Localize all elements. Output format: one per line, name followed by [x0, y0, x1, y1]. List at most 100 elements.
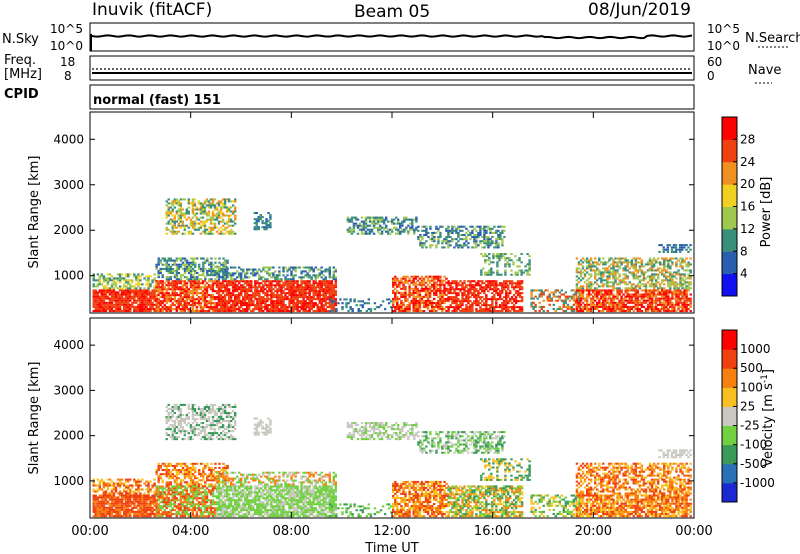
power-cell — [290, 302, 293, 305]
power-cell — [294, 266, 297, 269]
power-cell — [596, 261, 599, 264]
power-cell — [638, 287, 642, 290]
power-cell — [453, 300, 456, 303]
power-cell — [234, 286, 237, 289]
power-cell — [632, 271, 636, 274]
power-cell — [264, 306, 267, 309]
power-cell — [503, 225, 506, 228]
power-cell — [428, 304, 432, 307]
power-cell — [425, 234, 428, 237]
power-cell — [110, 279, 114, 282]
power-cell — [382, 226, 386, 229]
power-cell — [143, 291, 146, 294]
power-cell — [495, 244, 498, 247]
power-cell — [449, 244, 452, 247]
power-cell — [681, 308, 684, 311]
power-cell — [194, 265, 197, 268]
power-cell — [428, 299, 432, 302]
power-cell — [485, 284, 488, 287]
power-cell — [614, 261, 617, 264]
power-cell — [229, 272, 233, 275]
power-cell — [302, 282, 305, 285]
power-cell — [624, 277, 627, 280]
power-cell — [229, 276, 233, 279]
power-cell — [252, 274, 255, 277]
power-cell — [94, 295, 97, 298]
power-cell — [628, 261, 631, 264]
power-cell — [483, 304, 486, 307]
power-cell — [396, 297, 399, 300]
power-cell — [471, 225, 474, 228]
power-cell — [145, 301, 148, 304]
power-cell — [267, 212, 270, 215]
power-cell — [516, 273, 519, 276]
power-cell — [306, 286, 309, 289]
power-cell — [157, 298, 160, 301]
power-cell — [133, 293, 136, 296]
power-cell — [589, 301, 593, 304]
power-cell — [505, 284, 508, 287]
power-cell — [447, 231, 450, 234]
power-cell — [173, 259, 177, 262]
power-cell — [163, 298, 166, 301]
power-cell — [191, 306, 195, 309]
power-cell — [481, 240, 484, 243]
power-cell — [606, 285, 609, 288]
power-cell — [177, 204, 181, 207]
power-cell — [334, 270, 338, 273]
power-cell — [581, 277, 585, 280]
power-cell — [187, 280, 191, 283]
power-cell — [193, 220, 197, 223]
power-cell — [447, 236, 450, 239]
power-cell — [292, 278, 295, 281]
power-cell — [610, 305, 613, 308]
power-cell — [240, 310, 243, 313]
power-cell — [600, 289, 603, 292]
power-cell — [207, 300, 211, 303]
power-cell — [435, 227, 438, 230]
power-cell — [256, 290, 259, 293]
power-cell — [431, 234, 434, 237]
power-cell — [209, 220, 213, 223]
power-cell — [467, 298, 470, 301]
power-cell — [201, 306, 205, 309]
power-cell — [286, 278, 289, 281]
power-cell — [153, 310, 156, 313]
power-cell — [206, 272, 209, 275]
power-cell — [382, 222, 386, 225]
power-cell — [564, 291, 568, 294]
power-cell — [455, 229, 458, 232]
power-cell — [100, 293, 104, 296]
power-cell — [131, 291, 134, 294]
power-cell — [487, 304, 490, 307]
power-cell — [227, 294, 231, 297]
power-cell — [189, 304, 193, 307]
power-cell — [483, 282, 486, 285]
power-cell — [667, 283, 670, 286]
power-cell — [187, 290, 191, 293]
power-cell — [219, 206, 223, 209]
power-cell — [602, 289, 605, 292]
power-cell — [540, 305, 543, 308]
power-cell — [606, 279, 609, 282]
power-cell — [392, 283, 395, 286]
power-cell — [183, 306, 187, 309]
power-cell — [589, 275, 593, 278]
power-cell — [223, 198, 227, 201]
power-cell — [120, 295, 124, 298]
power-cell — [244, 272, 247, 275]
power-cell — [204, 261, 207, 264]
power-cell — [483, 310, 486, 313]
power-cell — [648, 303, 652, 306]
power-cell — [673, 308, 676, 311]
power-cell — [217, 222, 221, 225]
power-cell — [491, 280, 494, 283]
power-cell — [644, 291, 648, 294]
power-cell — [374, 222, 378, 225]
power-cell — [636, 285, 640, 288]
power-cell — [151, 281, 154, 284]
power-cell — [169, 300, 172, 303]
power-cell — [508, 263, 511, 266]
power-cell — [467, 284, 470, 287]
power-cell — [104, 287, 108, 290]
